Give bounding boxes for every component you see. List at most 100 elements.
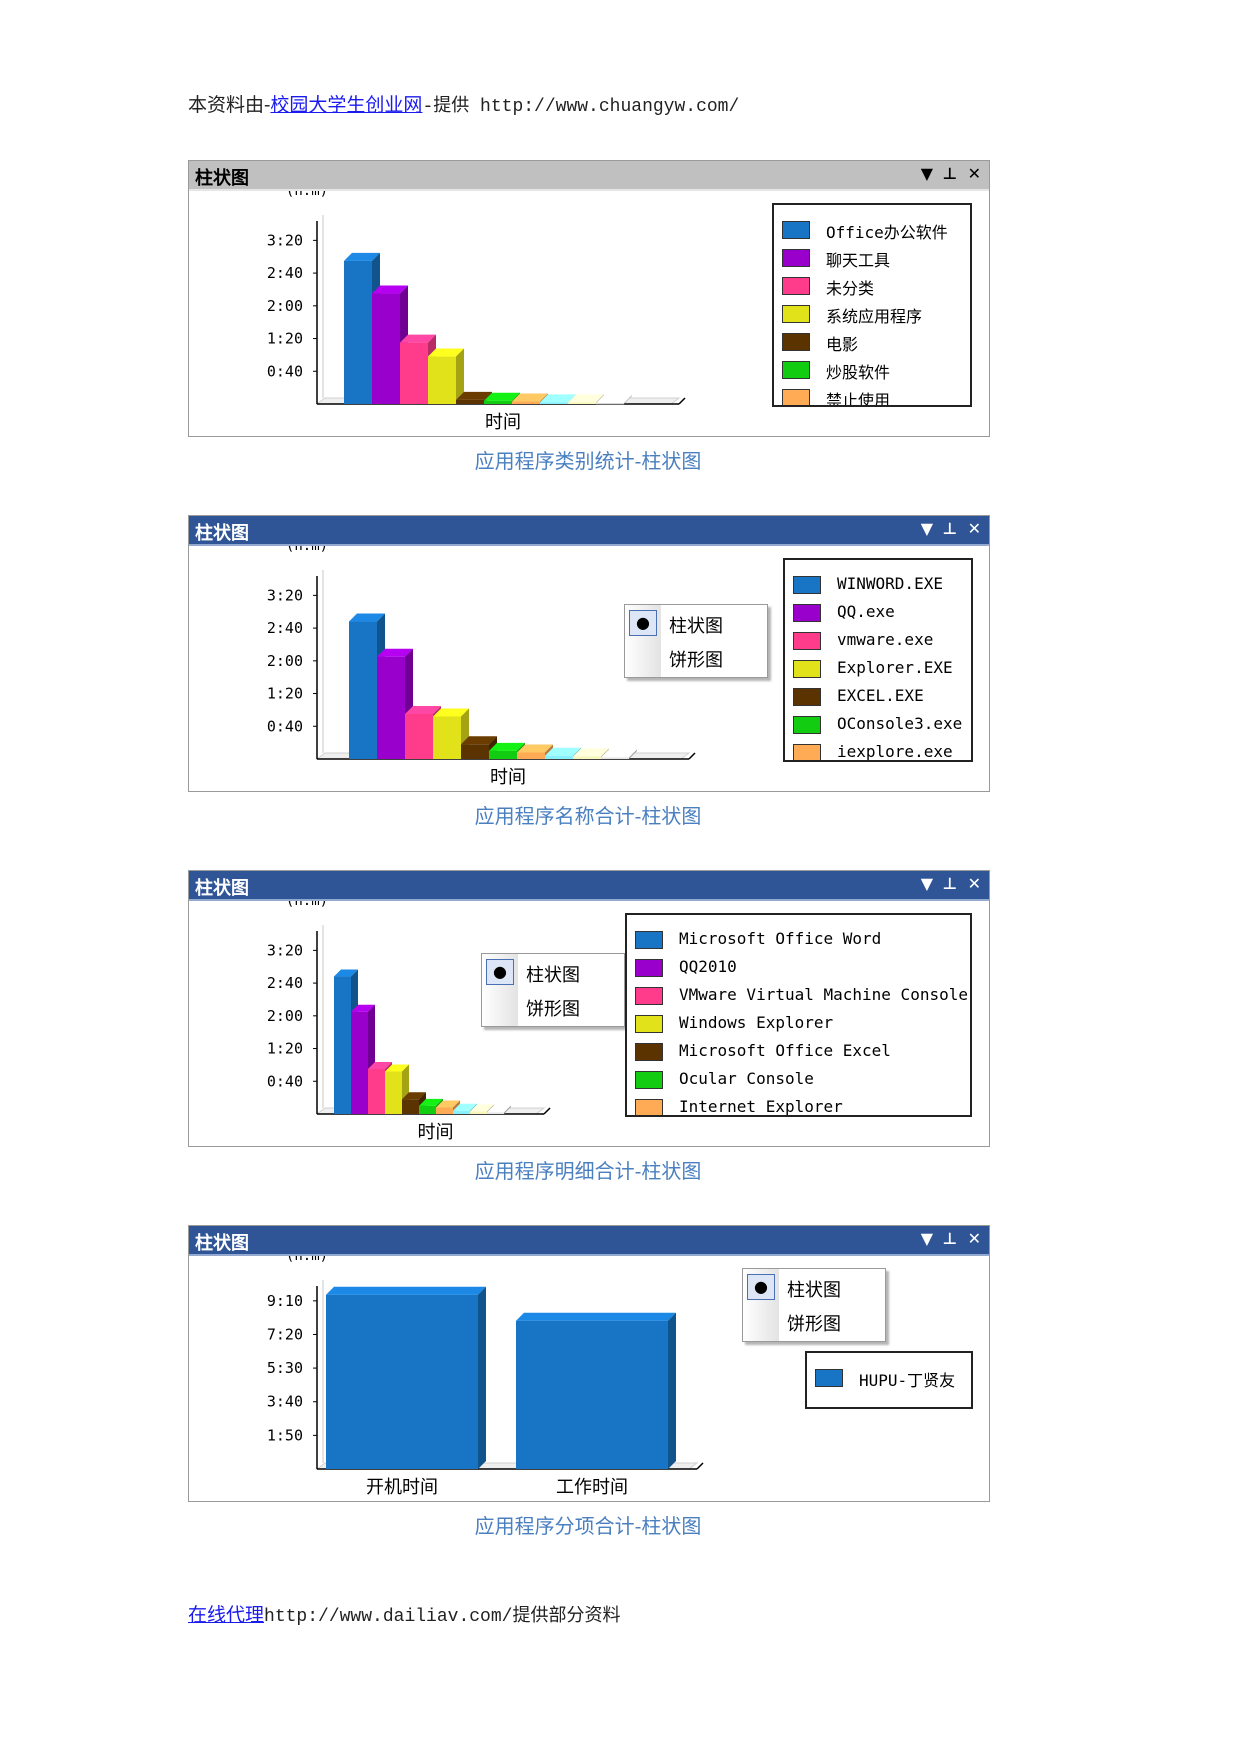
menu-item-bar-chart[interactable]: ● 柱状图 (625, 607, 767, 639)
bar-top (428, 348, 464, 357)
bar-front (512, 401, 540, 404)
bar-top (433, 708, 469, 717)
y-axis-label: (h:m) (286, 1256, 328, 1264)
bar (516, 1312, 676, 1469)
close-icon[interactable]: ✕ (967, 1229, 981, 1248)
legend-label: 聊天工具 (826, 251, 891, 270)
legend-swatch (793, 660, 821, 678)
bar-front (377, 656, 405, 759)
y-tick-label: 2:40 (267, 619, 303, 637)
bar-top (344, 252, 380, 261)
bar-top (489, 742, 525, 751)
legend-swatch (782, 249, 810, 267)
bar-front (573, 756, 601, 759)
bar-top (512, 393, 548, 402)
bar-top (436, 1100, 460, 1108)
panel-titlebar[interactable]: 柱状图 ▼ ⊥ ✕ (189, 161, 989, 191)
footer-source-line: 在线代理http://www.dailiav.com/提供部分资料 (188, 1600, 620, 1627)
legend-swatch (635, 1015, 663, 1033)
legend-label: Internet Explorer (679, 1097, 843, 1116)
bar-front (400, 342, 428, 404)
bar-front (326, 1294, 478, 1469)
dropdown-icon[interactable]: ▼ (920, 1229, 933, 1248)
legend-label: Explorer.EXE (837, 658, 953, 677)
header-suffix: -提供 http://www.chuangyw.com/ (422, 97, 740, 117)
bar-front (601, 757, 629, 759)
legend-label: 未分类 (826, 279, 875, 298)
header-source-line: 本资料由-校园大学生创业网-提供 http://www.chuangyw.com… (188, 90, 739, 117)
close-icon[interactable]: ✕ (967, 874, 981, 893)
bar (596, 395, 632, 405)
pin-icon[interactable]: ⊥ (942, 1229, 957, 1248)
legend-swatch (635, 959, 663, 977)
bar-front (540, 402, 568, 404)
legend-swatch (793, 688, 821, 706)
pin-icon[interactable]: ⊥ (942, 164, 957, 183)
menu-item-pie-chart[interactable]: 饼形图 (625, 641, 767, 673)
legend-label: QQ2010 (679, 957, 737, 976)
dropdown-icon[interactable]: ▼ (920, 519, 933, 538)
close-icon[interactable]: ✕ (967, 164, 981, 183)
bar-top (540, 394, 576, 403)
bar-top (377, 648, 413, 657)
header-link[interactable]: 校园大学生创业网 (270, 94, 423, 116)
panel-titlebar[interactable]: 柱状图 ▼ ⊥ ✕ (189, 1226, 989, 1256)
y-tick-label: 0:40 (267, 362, 303, 380)
bar-top (402, 1092, 426, 1100)
bar-side (504, 1105, 511, 1114)
bar-top (573, 748, 609, 757)
bar-top (351, 1004, 375, 1012)
y-tick-label: 0:40 (267, 717, 303, 735)
bar-top (349, 613, 385, 622)
legend-swatch (635, 987, 663, 1005)
y-tick-label: 2:00 (267, 1007, 303, 1025)
y-axis-label: (h:m) (286, 901, 328, 909)
panel-title: 柱状图 (195, 168, 249, 189)
legend-label: HUPU-丁贤友 (859, 1371, 956, 1390)
legend-swatch (815, 1369, 843, 1387)
bar-front (516, 1320, 668, 1469)
legend-label: EXCEL.EXE (837, 686, 924, 705)
legend-label: vmware.exe (837, 630, 934, 649)
legend-label: 系统应用程序 (826, 307, 923, 326)
menu-item-pie-chart[interactable]: 饼形图 (743, 1305, 885, 1337)
legend-swatch (782, 361, 810, 379)
panel-titlebar[interactable]: 柱状图 ▼ ⊥ ✕ (189, 516, 989, 546)
menu-item-bar-chart[interactable]: ● 柱状图 (482, 956, 624, 988)
footer-suffix: http://www.dailiav.com/提供部分资料 (264, 1607, 621, 1627)
bar-chart: (h:m) 0:40 1:20 2:00 2:40 3:20 时间 (267, 546, 696, 788)
bar-top (470, 1104, 494, 1112)
legend-swatch (635, 1043, 663, 1061)
pin-icon[interactable]: ⊥ (942, 874, 957, 893)
legend-swatch (793, 604, 821, 622)
chart-legend: WINWORD.EXE QQ.exe vmware.exe Explorer.EXE E… (783, 558, 973, 762)
bar-top (517, 744, 553, 753)
bar-top (405, 706, 441, 714)
bar-front (385, 1071, 402, 1114)
check-icon: ● (629, 610, 657, 636)
x-axis-label: 时间 (485, 412, 521, 433)
legend-swatch (635, 1099, 663, 1115)
legend-label: 炒股软件 (826, 363, 891, 382)
bar-top (385, 1064, 409, 1072)
bar-top (516, 1312, 676, 1321)
legend-swatch (793, 744, 821, 760)
chart-legend: Office办公软件 聊天工具 未分类 系统应用程序 电影 炒股软件 禁止使用 (772, 203, 972, 407)
pin-icon[interactable]: ⊥ (942, 519, 957, 538)
legend-label: QQ.exe (837, 602, 895, 621)
bar-chart: (h:m) 1:50 3:40 5:30 7:20 9:10 开机时间 工作时间 (267, 1256, 704, 1498)
menu-item-bar-chart[interactable]: ● 柱状图 (743, 1271, 885, 1303)
panel-title: 柱状图 (195, 1233, 249, 1254)
menu-item-pie-chart[interactable]: 饼形图 (482, 990, 624, 1022)
bar-front (349, 621, 377, 759)
panel-titlebar[interactable]: 柱状图 ▼ ⊥ ✕ (189, 871, 989, 901)
legend-swatch (635, 1071, 663, 1089)
bar (601, 749, 637, 759)
close-icon[interactable]: ✕ (967, 519, 981, 538)
dropdown-icon[interactable]: ▼ (920, 874, 933, 893)
footer-link[interactable]: 在线代理 (188, 1604, 265, 1626)
dropdown-icon[interactable]: ▼ (920, 164, 933, 183)
chart-type-menu: ● 柱状图 饼形图 (624, 604, 768, 678)
menu-item-label: 柱状图 (669, 616, 723, 637)
bar-top (326, 1286, 486, 1295)
